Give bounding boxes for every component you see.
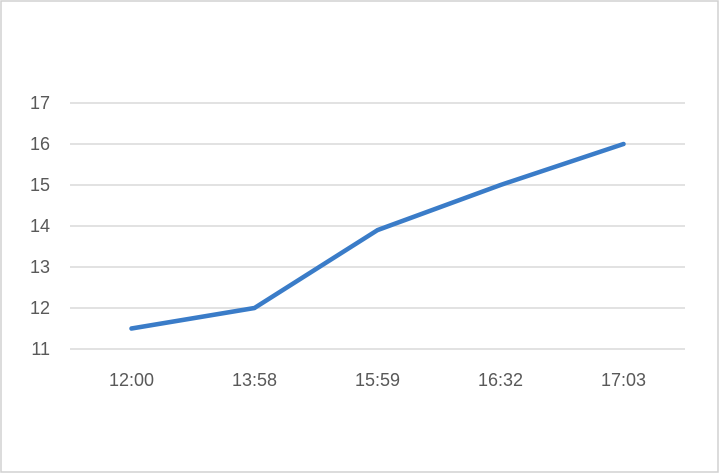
x-tick-label: 16:32 bbox=[478, 370, 523, 390]
data-point bbox=[498, 183, 503, 187]
y-tick-label: 17 bbox=[30, 93, 50, 113]
x-tick-label: 13:58 bbox=[232, 370, 277, 390]
data-point bbox=[375, 228, 380, 233]
data-point bbox=[252, 306, 257, 310]
x-tick-label: 12:00 bbox=[109, 370, 154, 390]
y-tick-label: 11 bbox=[31, 339, 50, 359]
y-tick-label: 13 bbox=[30, 257, 50, 277]
y-tick-label: 12 bbox=[30, 298, 50, 318]
x-tick-label: 15:59 bbox=[355, 370, 400, 390]
y-tick-label: 16 bbox=[30, 134, 50, 154]
data-point bbox=[621, 142, 626, 146]
y-tick-label: 14 bbox=[30, 216, 50, 236]
data-point bbox=[129, 326, 134, 331]
x-tick-label: 17:03 bbox=[601, 370, 646, 390]
y-tick-label: 15 bbox=[30, 175, 50, 195]
